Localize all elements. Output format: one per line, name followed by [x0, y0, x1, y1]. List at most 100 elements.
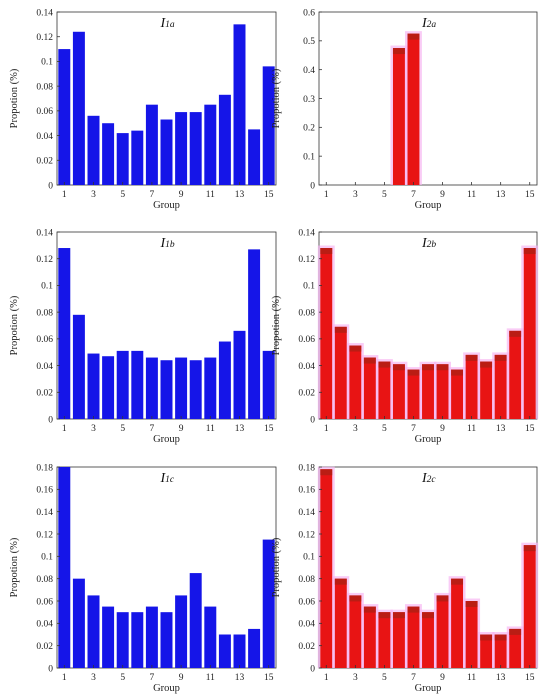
y-tick-label: 0.3 — [303, 95, 315, 105]
y-tick-label: 0.12 — [36, 255, 53, 265]
bar-group-15 — [523, 248, 536, 419]
x-tick-label: 11 — [206, 190, 215, 200]
axes-frame — [318, 11, 538, 186]
y-tick-label: 0.1 — [303, 282, 315, 292]
x-tick-label: 15 — [264, 673, 274, 683]
y-tick-label: 0.14 — [298, 508, 315, 518]
bar-group-14 — [509, 330, 522, 419]
y-tick-label: 0.16 — [36, 486, 53, 496]
bar-group-12 — [218, 94, 231, 185]
x-tick-label: 11 — [467, 673, 476, 683]
bar-group-13 — [233, 330, 246, 419]
chart-title-sub: 1a — [165, 20, 175, 30]
x-axis-label: Group — [415, 683, 442, 694]
bar-cap — [509, 330, 522, 337]
chart-panel-1a: 00.020.040.060.080.10.120.141 3 5 7 9 11 13 15G… — [9, 8, 277, 211]
bar-group-14 — [248, 249, 261, 419]
y-tick-label: 0 — [48, 181, 53, 191]
bar-group-4 — [102, 123, 115, 185]
chart-panel-2b: 00.020.040.060.080.10.120.141 3 5 7 9 11 13 15G… — [271, 228, 539, 445]
bar-group-7 — [145, 357, 158, 419]
y-tick-label: 0.1 — [303, 553, 315, 563]
bar-group-15 — [523, 545, 536, 668]
bar-group-6 — [131, 612, 144, 668]
x-tick-label: 13 — [496, 424, 506, 434]
chart-title: I1c — [160, 471, 175, 486]
y-tick-label: 0.08 — [298, 575, 315, 585]
chart-title: I1a — [160, 16, 175, 31]
bar-group-10 — [189, 360, 202, 419]
x-tick-label: 11 — [467, 190, 476, 200]
bar-group-9 — [436, 595, 449, 668]
x-tick-label: 1 — [324, 424, 329, 434]
bar-cap — [451, 578, 464, 585]
bar-group-8 — [422, 364, 434, 419]
bar-group-11 — [465, 601, 478, 668]
bar-group-12 — [480, 634, 493, 668]
bar-cap — [378, 612, 391, 619]
y-tick-label: 0 — [48, 664, 53, 674]
bar-group-9 — [175, 112, 188, 185]
y-tick-label: 0.16 — [298, 486, 315, 496]
bar-group-7 — [407, 369, 420, 419]
chart-title: I2c — [421, 471, 436, 486]
y-tick-label: 0.02 — [298, 642, 315, 652]
chart-title-sub: 2a — [427, 20, 437, 30]
bar-group-4 — [363, 357, 376, 419]
x-tick-label: 5 — [120, 424, 125, 434]
chart-title: I2b — [421, 236, 436, 251]
bar-cap — [363, 357, 376, 364]
bar-cap — [494, 354, 507, 361]
y-tick-label: 0.18 — [298, 463, 315, 473]
y-tick-label: 0.5 — [303, 37, 315, 47]
y-tick-label: 0 — [310, 181, 315, 191]
x-tick-label: 5 — [382, 673, 387, 683]
x-tick-label: 11 — [206, 673, 215, 683]
x-tick-label: 9 — [179, 190, 184, 200]
x-axis-label: Group — [153, 200, 180, 211]
bar-group-1 — [58, 248, 71, 419]
bar-group-4 — [102, 606, 115, 668]
bar-group-6 — [392, 364, 405, 419]
y-tick-label: 0.6 — [303, 8, 315, 18]
y-tick-label: 0.12 — [298, 530, 315, 540]
x-tick-label: 5 — [382, 424, 387, 434]
bar-group-8 — [160, 360, 173, 419]
x-tick-label: 13 — [235, 424, 245, 434]
bar-group-15 — [262, 66, 275, 185]
y-axis-label: Propotion (%) — [9, 68, 20, 128]
x-tick-label: 15 — [264, 424, 274, 434]
chart-title-sub: 2c — [427, 475, 437, 485]
chart-title-main: I — [160, 236, 167, 251]
y-tick-label: 0.14 — [36, 8, 53, 18]
bar-group-13 — [494, 634, 507, 668]
y-tick-label: 0.02 — [36, 157, 53, 167]
chart-title-main: I — [421, 236, 428, 251]
y-tick-label: 0.14 — [36, 228, 53, 238]
bar-group-8 — [160, 119, 173, 185]
x-tick-label: 3 — [353, 190, 358, 200]
y-tick-label: 0.1 — [303, 152, 315, 162]
x-tick-label: 13 — [496, 673, 506, 683]
x-tick-label: 1 — [62, 190, 67, 200]
bar-group-9 — [436, 364, 449, 419]
y-tick-label: 0.12 — [36, 33, 53, 43]
x-axis-label: Group — [153, 683, 180, 694]
bar-group-1 — [320, 469, 333, 668]
bar-group-7 — [145, 104, 158, 185]
chart-title-main: I — [421, 16, 428, 31]
x-axis-label: Group — [415, 200, 442, 211]
y-tick-label: 0.12 — [298, 255, 315, 265]
y-axis-label: Propotion (%) — [9, 537, 20, 597]
bar-group-7 — [145, 606, 158, 668]
y-tick-label: 0.04 — [36, 620, 53, 630]
x-tick-label: 11 — [467, 424, 476, 434]
y-tick-label: 0.08 — [298, 308, 315, 318]
bar-cap — [422, 612, 434, 619]
x-tick-label: 7 — [411, 190, 416, 200]
bar-group-3 — [349, 345, 362, 419]
y-tick-label: 0.02 — [36, 642, 53, 652]
x-tick-label: 9 — [179, 424, 184, 434]
chart-title: I1b — [160, 236, 175, 251]
y-axis-label: Propotion (%) — [271, 68, 282, 128]
